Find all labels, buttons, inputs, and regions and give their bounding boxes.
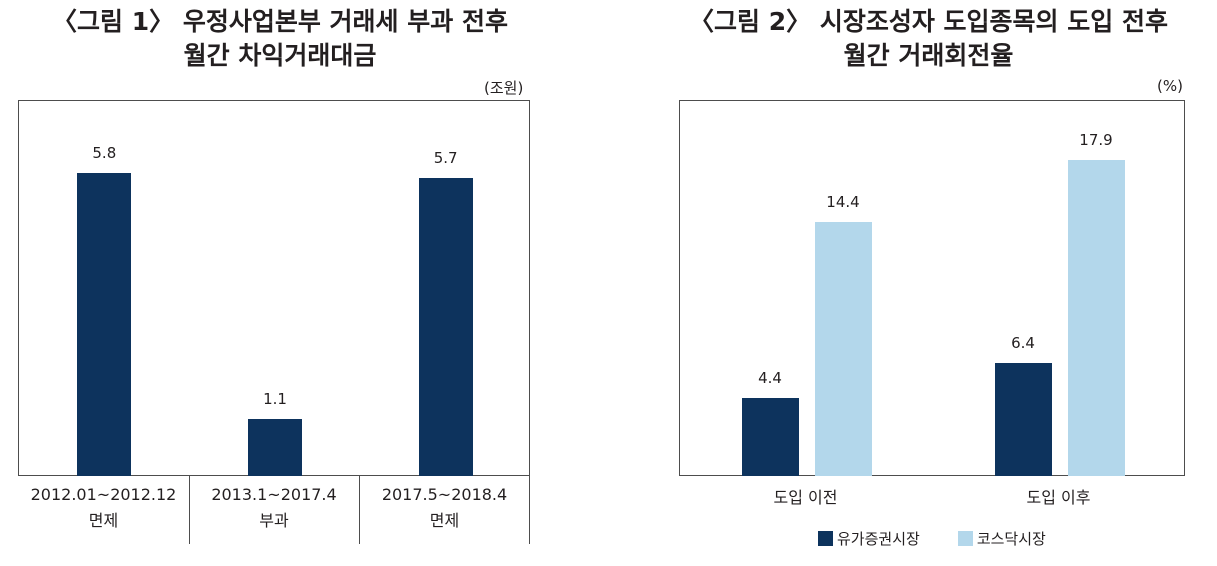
- data-label: 6.4: [1011, 334, 1035, 353]
- figure-1-category-label: 2017.5~2018.4 면제: [359, 482, 530, 534]
- figure-2-category-label: 도입 이전: [773, 488, 838, 507]
- figure-1-category-period: 2012.01~2012.12: [30, 485, 177, 504]
- figure-2-unit: (%): [1157, 77, 1183, 95]
- figure-2: 〈그림 2〉 시장조성자 도입종목의 도입 전후 월간 거래회전율 (%) 4.…: [640, 0, 1217, 566]
- figure-1-category-divider: [189, 476, 190, 544]
- bar: [814, 221, 872, 476]
- bar: [1067, 160, 1125, 476]
- legend-swatch: [957, 531, 973, 546]
- data-label: 17.9: [1079, 131, 1113, 150]
- figure-1-category-status: 면제: [429, 511, 460, 530]
- figure-2-title-line2: 월간 거래회전율: [843, 41, 1014, 70]
- data-label: 4.4: [758, 369, 782, 388]
- figure-1-category-period: 2013.1~2017.4: [211, 485, 337, 504]
- legend-item-series-1: 유가증권시장: [818, 528, 920, 549]
- figure-1-category-status: 면제: [88, 511, 119, 530]
- figure-1-category-period: 2017.5~2018.4: [381, 485, 508, 504]
- data-label: 5.8: [92, 144, 117, 163]
- figure-1-category-divider: [359, 476, 360, 544]
- legend-swatch: [818, 531, 833, 546]
- bar: [248, 418, 302, 476]
- figure-2-legend: 유가증권시장 코스닥시장: [818, 528, 1046, 549]
- figure-1-category-label: 2013.1~2017.4 부과: [189, 482, 359, 534]
- figure-1-category-divider: [529, 476, 530, 544]
- figure-2-category-label: 도입 이후: [1026, 488, 1091, 507]
- figure-1-title-line1: 〈그림 1〉 우정사업본부 거래세 부과 전후: [52, 7, 508, 36]
- figure-1-category-status: 부과: [259, 511, 289, 530]
- data-label: 5.7: [433, 149, 458, 168]
- bar: [77, 173, 132, 476]
- figure-1-category-label: 2012.01~2012.12 면제: [18, 482, 189, 534]
- figure-1: 〈그림 1〉 우정사업본부 거래세 부과 전후 월간 차익거래대금 (조원) 5…: [0, 0, 560, 566]
- bar: [418, 178, 473, 476]
- data-label: 14.4: [826, 192, 860, 211]
- legend-item-series-2: 코스닥시장: [957, 528, 1046, 549]
- bar: [741, 398, 799, 476]
- figure-1-plot-area: 5.8 1.1 5.7: [18, 100, 530, 476]
- figure-1-title-line2: 월간 차익거래대금: [183, 41, 377, 70]
- legend-label: 코스닥시장: [976, 530, 1046, 548]
- bar: [994, 363, 1052, 476]
- figure-1-unit: (조원): [484, 79, 524, 97]
- data-label: 1.1: [263, 389, 287, 408]
- legend-label: 유가증권시장: [837, 530, 920, 548]
- figure-2-plot-area: 4.4 14.4 6.4 17.9: [679, 100, 1185, 476]
- figure-2-title-line1: 〈그림 2〉 시장조성자 도입종목의 도입 전후: [689, 7, 1168, 36]
